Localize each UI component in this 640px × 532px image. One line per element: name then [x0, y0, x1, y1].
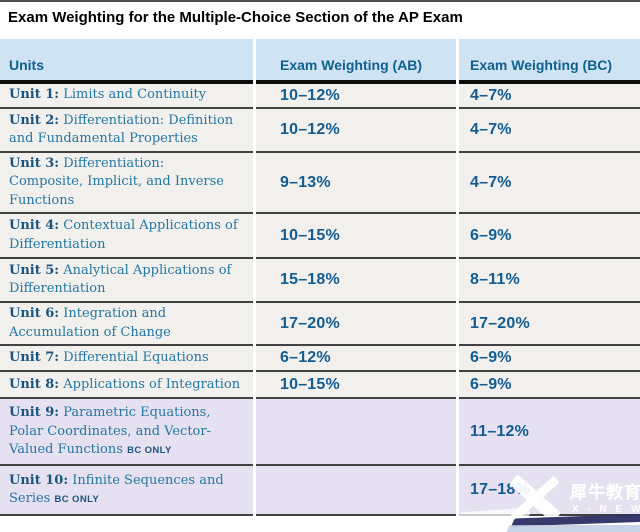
bc-weighting-cell: 6–9%	[459, 346, 640, 373]
ab-weighting-value: 10–12%	[280, 121, 340, 138]
bc-weighting-cell: 4–7%	[459, 109, 640, 153]
unit-label: Unit 5:	[9, 262, 60, 278]
bc-weighting-value: 11–12%	[470, 422, 530, 440]
table-row-unit-cell: Unit 3: Differentiation: Composite, Impl…	[0, 153, 253, 215]
unit-name: Infinite Sequences and Series	[9, 472, 224, 507]
exam-weighting-table: Units Exam Weighting (AB) Exam Weighting…	[0, 39, 640, 517]
unit-name: Differentiation: Composite, Implicit, an…	[9, 156, 224, 208]
bc-weighting-value: 17–18%	[470, 481, 530, 499]
bc-weighting-value: 17–20%	[470, 314, 530, 332]
bc-only-tag: BC ONLY	[54, 494, 100, 506]
bc-weighting-value: 4–7%	[470, 121, 512, 138]
watermark-swoosh-light	[506, 525, 640, 532]
table-row-unit-cell: Unit 9: Parametric Equations, Polar Coor…	[0, 399, 253, 467]
unit-name: Integration and Accumulation of Change	[9, 306, 171, 340]
unit-name: Analytical Applications of Differentiati…	[9, 262, 232, 297]
ab-weighting-value: 10–12%	[280, 86, 340, 104]
unit-label: Unit 1:	[9, 87, 60, 103]
ab-weighting-cell: 9–13%	[256, 153, 456, 215]
bc-only-tag: BC ONLY	[127, 445, 172, 457]
ab-weighting-value: 10–15%	[280, 226, 340, 244]
table-row-unit-cell: Unit 1: Limits and Continuity	[0, 84, 253, 109]
unit-name: Contextual Applications of Differentiati…	[9, 218, 238, 252]
bc-weighting-value: 4–7%	[470, 173, 512, 191]
ab-weighting-value: 15–18%	[280, 271, 340, 289]
ab-weighting-value: 10–15%	[280, 375, 340, 393]
table-row-unit-cell: Unit 6: Integration and Accumulation of …	[0, 303, 253, 347]
ab-weighting-cell: 10–12%	[256, 109, 456, 153]
ab-weighting-value: 6–12%	[280, 349, 331, 367]
unit-label: Unit 2:	[9, 112, 60, 128]
bc-weighting-cell: 17–20%	[459, 303, 640, 347]
column-header-exam-weighting-bc: Exam Weighting (BC)	[459, 39, 640, 84]
table-row-unit-cell: Unit 10: Infinite Sequences and Series B…	[0, 466, 253, 517]
unit-name: Differential Equations	[63, 350, 209, 366]
unit-label: Unit 6:	[9, 306, 60, 322]
ab-weighting-cell	[256, 466, 456, 517]
unit-label: Unit 7:	[9, 350, 60, 366]
bc-weighting-cell: 4–7%	[459, 153, 640, 215]
top-divider	[0, 0, 640, 2]
ab-weighting-cell	[256, 399, 456, 467]
bc-weighting-cell: 17–18%	[459, 466, 640, 517]
unit-label: Unit 9:	[9, 405, 60, 421]
table-row-unit-cell: Unit 4: Contextual Applications of Diffe…	[0, 214, 253, 260]
unit-label: Unit 4:	[9, 218, 60, 234]
ab-weighting-cell: 10–15%	[256, 372, 456, 400]
unit-label: Unit 3:	[9, 156, 60, 171]
ab-weighting-cell: 17–20%	[256, 303, 456, 347]
bc-weighting-cell: 6–9%	[459, 372, 640, 400]
ab-weighting-cell: 6–12%	[256, 346, 456, 373]
ab-weighting-value: 17–20%	[280, 314, 340, 332]
unit-label: Unit 10:	[9, 472, 69, 488]
bc-weighting-cell: 4–7%	[459, 84, 640, 109]
bc-weighting-cell: 8–11%	[459, 259, 640, 304]
table-row-unit-cell: Unit 2: Differentiation: Definition and …	[0, 109, 253, 153]
bc-weighting-value: 8–11%	[470, 271, 520, 289]
bc-weighting-value: 6–9%	[470, 226, 512, 244]
bc-weighting-value: 6–9%	[470, 375, 512, 393]
bc-weighting-value: 4–7%	[470, 86, 512, 104]
page-title: Exam Weighting for the Multiple-Choice S…	[8, 9, 463, 26]
column-header-units: Units	[0, 39, 253, 84]
table-row-unit-cell: Unit 5: Analytical Applications of Diffe…	[0, 259, 253, 304]
unit-name: Parametric Equations, Polar Coordinates,…	[9, 405, 211, 458]
unit-name: Limits and Continuity	[63, 87, 207, 103]
bc-weighting-value: 6–9%	[470, 349, 512, 367]
unit-name: Differentiation: Definition and Fundamen…	[9, 112, 234, 146]
ab-weighting-value: 9–13%	[280, 173, 331, 191]
ab-weighting-cell: 10–12%	[256, 84, 456, 109]
table-row-unit-cell: Unit 8: Applications of Integration	[0, 372, 253, 400]
bc-weighting-cell: 11–12%	[459, 399, 640, 467]
unit-label: Unit 8:	[9, 376, 60, 392]
ab-weighting-cell: 15–18%	[256, 259, 456, 304]
column-header-exam-weighting-ab: Exam Weighting (AB)	[256, 39, 456, 84]
bc-weighting-cell: 6–9%	[459, 214, 640, 260]
table-row-unit-cell: Unit 7: Differential Equations	[0, 346, 253, 373]
ab-weighting-cell: 10–15%	[256, 214, 456, 260]
unit-name: Applications of Integration	[63, 376, 241, 392]
